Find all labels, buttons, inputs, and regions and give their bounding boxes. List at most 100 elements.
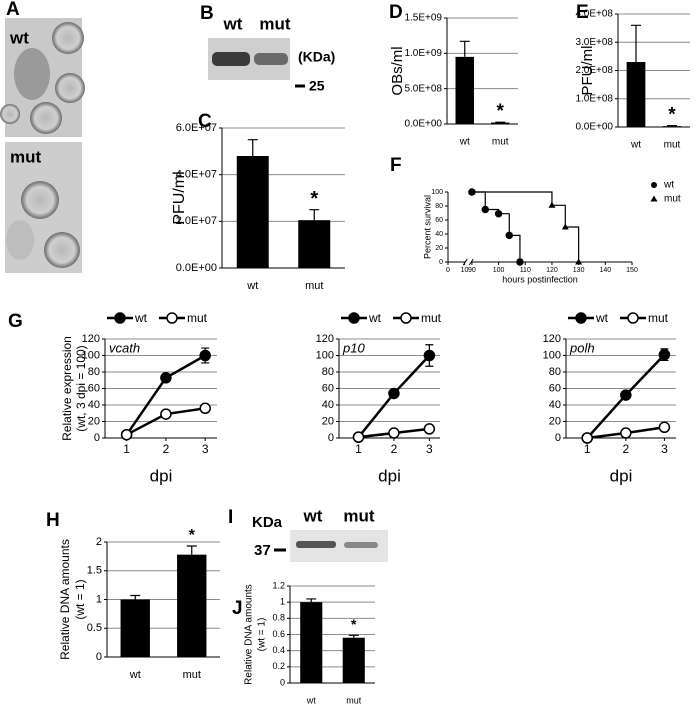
marker: [575, 258, 583, 265]
legend-label: wt: [595, 311, 609, 325]
marker: [561, 223, 569, 230]
x-tick-label: wt: [129, 669, 141, 681]
y-tick-label: 20: [88, 415, 100, 427]
y-tick-label: 60: [435, 217, 443, 224]
marker: [481, 205, 490, 214]
error-bar: [459, 40, 470, 57]
y-tick-label: 100: [316, 349, 334, 361]
y-tick-label: 0: [439, 259, 443, 266]
y-tick-label: 1.2: [272, 580, 285, 590]
marker: [388, 427, 400, 439]
y-axis-label: OBs/ml: [389, 46, 406, 95]
y-tick-label: 0: [94, 432, 100, 444]
y-axis-label: (wt = 1): [73, 579, 87, 619]
y-tick-label: 80: [549, 366, 561, 378]
y-tick-label: 80: [322, 366, 334, 378]
y-axis-label: PFU/ml: [171, 171, 188, 224]
marker: [581, 432, 593, 444]
image-caption: mut: [10, 147, 42, 166]
y-tick-label: 1.0E+09: [404, 48, 442, 59]
x-tick-label: 1: [355, 442, 362, 456]
y-tick-label: 1.5: [87, 565, 102, 577]
x-tick-label: 110: [520, 267, 531, 274]
y-tick-label: 120: [316, 333, 334, 345]
series-line: [471, 191, 580, 262]
bar: [342, 637, 365, 683]
y-tick-label: 20: [435, 245, 443, 252]
x-axis-label: dpi: [610, 466, 633, 485]
error-bar: [306, 598, 317, 603]
x-tick-label: 10: [461, 267, 469, 274]
significance-label: *: [497, 101, 505, 122]
legend-marker: [348, 312, 360, 324]
marker-label: 25: [309, 78, 325, 94]
y-tick-label: 0.0E+00: [404, 119, 442, 130]
x-tick-label: wt: [630, 140, 641, 151]
blot-band: [254, 53, 288, 65]
unit-label: KDa: [252, 514, 283, 531]
x-tick-label: 150: [626, 267, 638, 274]
y-tick-label: 0.0E+00: [176, 262, 217, 274]
x-tick-label: 2: [391, 442, 398, 456]
y-tick-label: 100: [82, 349, 100, 361]
y-tick-label: 120: [82, 333, 100, 345]
y-tick-label: 2: [96, 536, 102, 548]
marker: [548, 201, 556, 208]
marker: [620, 427, 632, 439]
y-tick-label: 20: [549, 415, 561, 427]
bar: [626, 62, 646, 127]
y-tick-label: 4.0E+08: [575, 9, 613, 20]
marker: [658, 348, 671, 361]
bar: [491, 122, 510, 124]
y-axis-label: Percent survival: [422, 195, 432, 259]
legend-marker: [166, 312, 178, 324]
axis-break: [465, 259, 472, 265]
marker: [505, 231, 514, 240]
y-axis-label: (wt, 3 dpi = 100): [74, 345, 88, 431]
x-tick-label: mut: [492, 137, 509, 148]
y-axis-label: (wt = 1): [257, 618, 268, 652]
x-tick-label: 100: [493, 267, 505, 274]
bar: [300, 602, 323, 683]
y-tick-label: 100: [431, 189, 443, 196]
y-axis-label: Relative DNA amounts: [244, 584, 255, 685]
legend-label: wt: [663, 180, 674, 191]
x-tick-label: 2: [622, 442, 629, 456]
panel-label: I: [228, 507, 233, 528]
legend-marker: [627, 312, 639, 324]
panel-label: D: [389, 2, 403, 23]
y-tick-label: 20: [322, 415, 334, 427]
x-axis-label: dpi: [150, 466, 173, 485]
bar: [662, 126, 682, 127]
panel-label: B: [200, 3, 214, 24]
x-tick-label: 2: [163, 442, 170, 456]
x-tick-label: 3: [426, 442, 433, 456]
marker: [494, 209, 503, 218]
y-tick-label: 1: [280, 597, 285, 607]
y-axis-label: PFU/ml: [579, 46, 596, 96]
annotation: p10: [342, 340, 365, 355]
x-tick-label: 130: [573, 267, 585, 274]
y-tick-label: 40: [88, 399, 100, 411]
significance-label: *: [668, 105, 676, 126]
panel-label: H: [46, 510, 60, 531]
marker: [423, 349, 436, 362]
y-tick-label: 0.5: [87, 622, 102, 634]
y-tick-label: 1.0E+08: [575, 93, 613, 104]
annotation: polh: [569, 340, 595, 355]
error-bar: [631, 24, 641, 63]
x-tick-label: 120: [546, 267, 558, 274]
y-tick-label: 0: [328, 432, 334, 444]
bar: [120, 599, 150, 657]
panel-label: J: [232, 598, 243, 619]
marker: [199, 402, 211, 415]
marker: [658, 421, 671, 434]
y-tick-label: 0.2: [272, 661, 285, 671]
y-tick-label: 1: [96, 593, 102, 605]
x-tick-label: mut: [183, 669, 201, 681]
bar: [455, 56, 474, 124]
x-tick-label: wt: [459, 137, 470, 148]
error-bar: [130, 594, 141, 600]
marker: [388, 387, 400, 400]
marker: [620, 389, 632, 401]
